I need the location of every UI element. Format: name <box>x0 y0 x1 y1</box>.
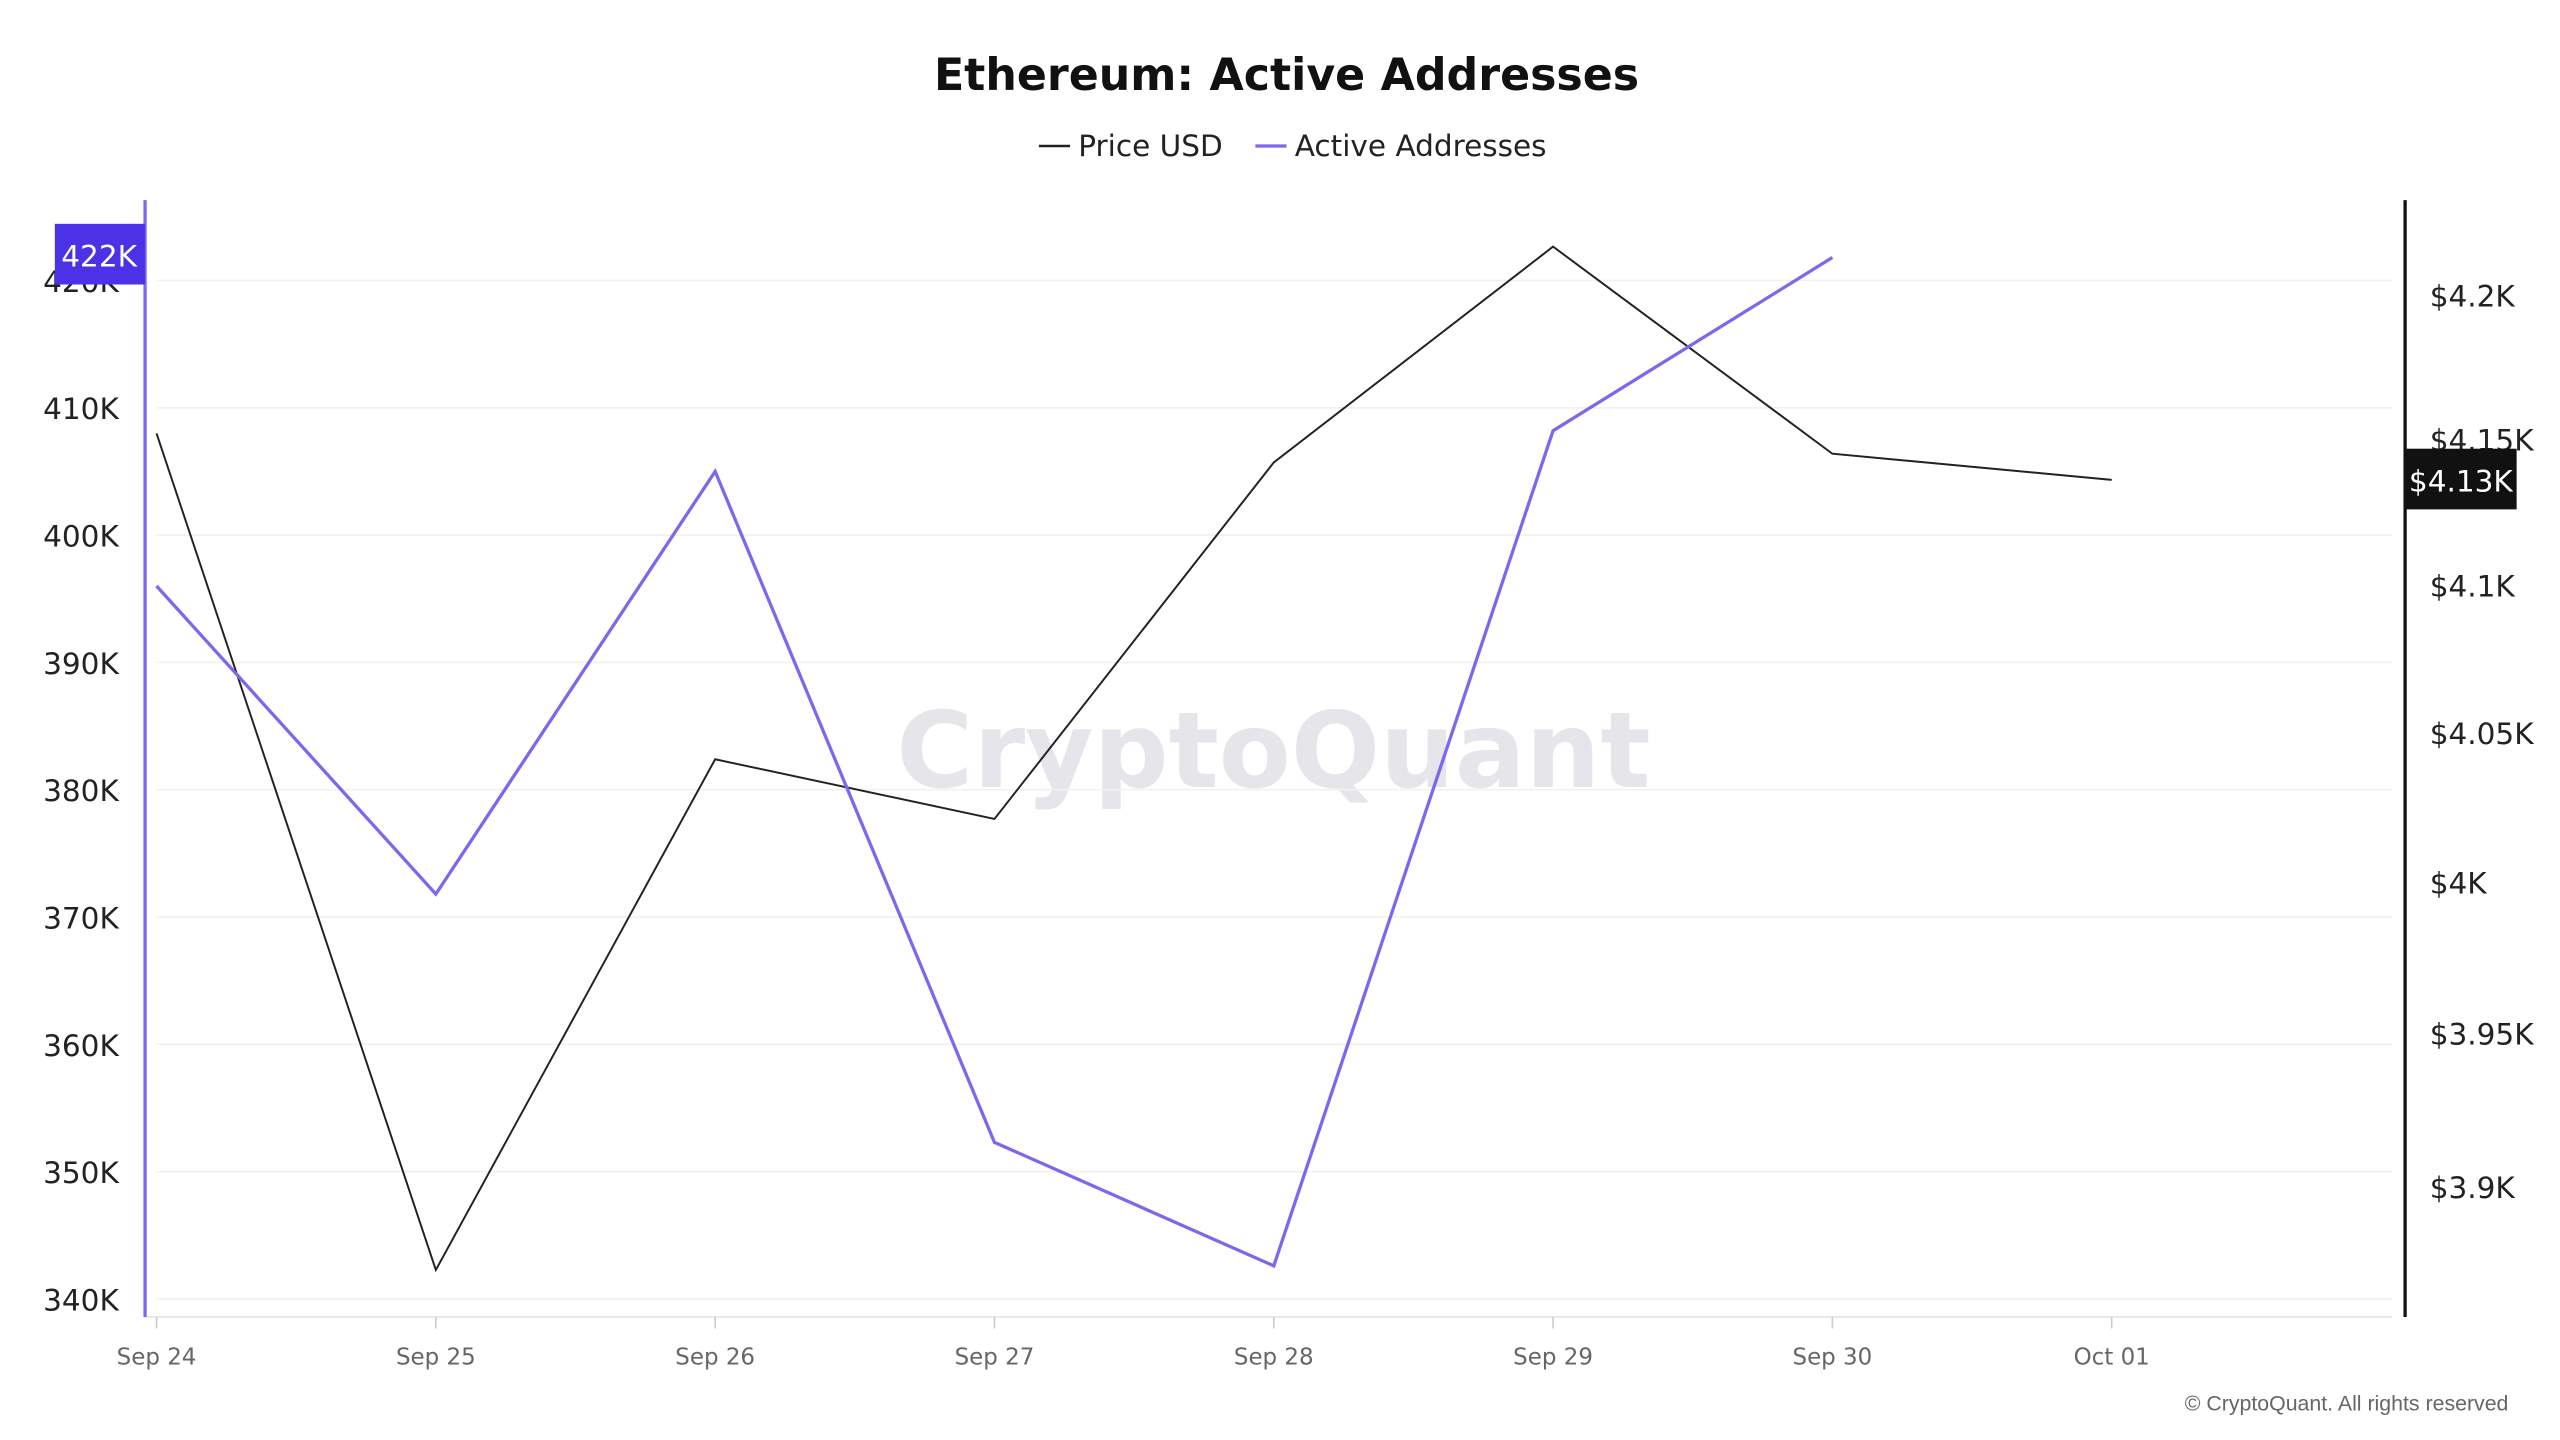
x-tick-label: Sep 26 <box>675 1345 755 1371</box>
legend-item-active-addresses[interactable]: Active Addresses <box>1255 129 1547 163</box>
right-value-badge <box>2405 448 2517 510</box>
right-tick-label: $3.95K <box>2430 1018 2534 1052</box>
left-tick-label: 360K <box>43 1029 119 1063</box>
left-tick-label: 390K <box>43 647 119 681</box>
right-value-badge-label: $4.13K <box>2409 464 2513 498</box>
legend-label-price: Price USD <box>1078 129 1222 163</box>
copyright: © CryptoQuant. All rights reserved <box>2185 1391 2509 1415</box>
right-tick-label: $4K <box>2430 866 2488 900</box>
left-tick-label: 380K <box>43 774 119 808</box>
left-tick-label: 370K <box>43 901 119 935</box>
legend: Price USD Active Addresses <box>1038 129 1547 163</box>
x-tick-label: Sep 27 <box>955 1345 1035 1371</box>
x-tick-label: Sep 24 <box>117 1345 197 1371</box>
right-tick-label: $4.05K <box>2430 717 2534 751</box>
left-tick-label: 400K <box>43 520 119 554</box>
price-line <box>155 245 2112 1273</box>
x-tick-label: Oct 01 <box>2074 1345 2150 1371</box>
left-tick-label: 350K <box>43 1156 119 1190</box>
watermark: CryptoQuant <box>896 690 1650 812</box>
left-tick-label: 340K <box>43 1283 119 1317</box>
right-tick-label: $4.2K <box>2430 280 2516 314</box>
left-value-badge <box>54 223 146 285</box>
right-tick-label: $3.9K <box>2430 1171 2516 1205</box>
x-tick-label: Sep 25 <box>396 1345 476 1371</box>
legend-item-price[interactable]: Price USD <box>1038 129 1223 163</box>
legend-label-active-addresses: Active Addresses <box>1295 129 1547 163</box>
left-value-badge-label: 422K <box>61 239 137 273</box>
x-tick-label: Sep 30 <box>1793 1345 1873 1371</box>
left-tick-label: 410K <box>43 392 119 426</box>
x-tick-label: Sep 28 <box>1234 1345 1314 1371</box>
x-tick-label: Sep 29 <box>1513 1345 1593 1371</box>
chart-title: Ethereum: Active Addresses <box>934 50 1639 101</box>
right-tick-label: $4.1K <box>2430 569 2516 603</box>
